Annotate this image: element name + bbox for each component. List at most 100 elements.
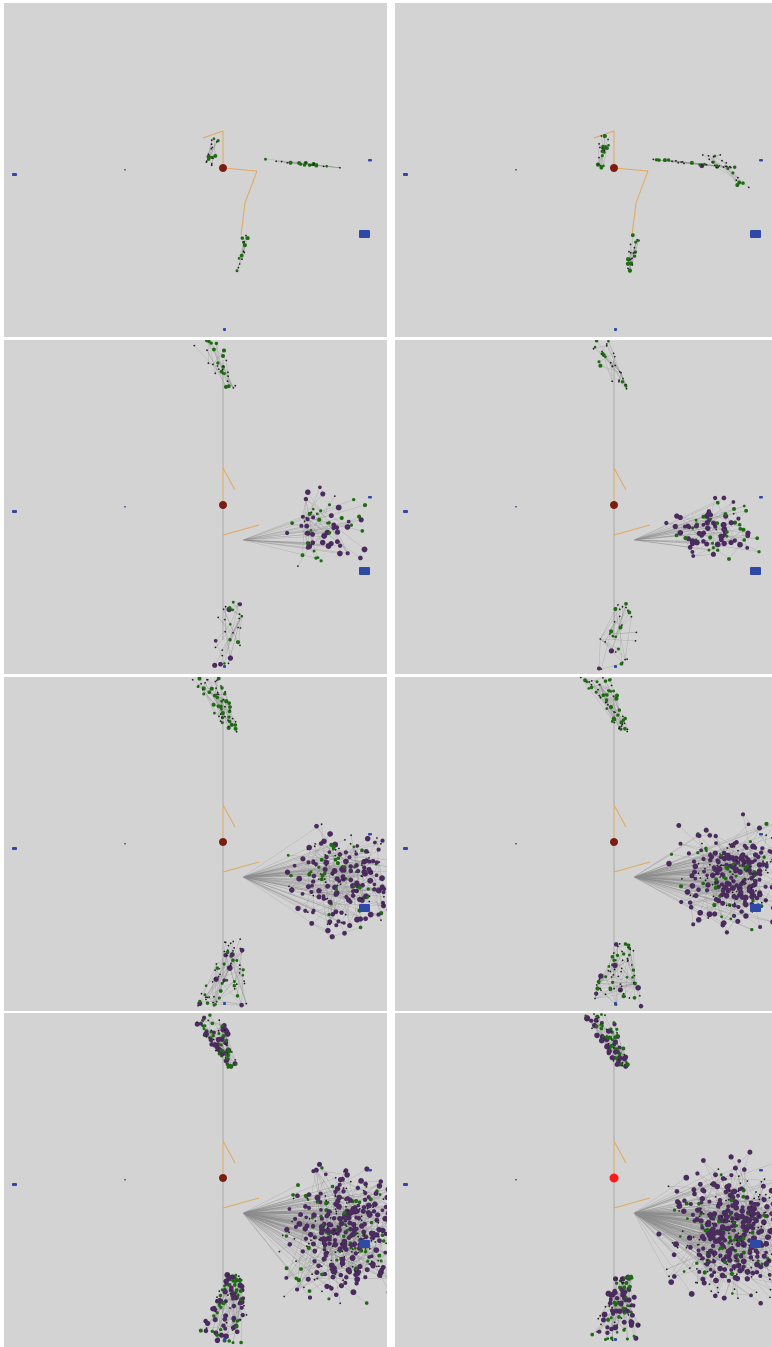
black-node <box>361 876 363 878</box>
green-node <box>725 530 729 534</box>
green-node <box>241 236 244 239</box>
black-node <box>683 163 685 165</box>
green-node <box>611 981 614 984</box>
edge <box>216 641 225 664</box>
black-node <box>329 1285 331 1287</box>
black-node <box>218 1290 220 1292</box>
purple-node <box>749 1294 753 1298</box>
black-node <box>666 1268 668 1270</box>
black-node <box>708 159 710 161</box>
purple-node <box>701 1158 706 1163</box>
black-node <box>223 699 225 701</box>
black-node <box>639 995 641 997</box>
black-node <box>229 1307 231 1309</box>
black-node <box>230 964 232 966</box>
purple-node <box>311 1241 316 1246</box>
black-node <box>211 139 213 141</box>
purple-node <box>759 850 763 854</box>
black-node <box>671 161 673 163</box>
purple-node <box>758 1274 762 1278</box>
black-node <box>291 1221 293 1223</box>
purple-node <box>336 1195 342 1201</box>
black-node <box>213 996 215 998</box>
purple-node <box>323 867 328 872</box>
black-node <box>215 1050 217 1052</box>
green-node <box>725 535 728 538</box>
green-node <box>625 385 628 388</box>
black-node <box>314 843 316 845</box>
purple-node <box>639 1004 644 1009</box>
purple-node <box>709 1273 714 1278</box>
green-node <box>314 556 317 559</box>
black-node <box>594 998 596 1000</box>
purple-node <box>763 1241 769 1247</box>
black-node <box>240 627 242 629</box>
green-node <box>211 1022 215 1026</box>
black-node <box>211 164 213 166</box>
purple-node <box>708 1237 713 1242</box>
purple-node <box>753 894 757 898</box>
black-node <box>212 1002 214 1004</box>
edge <box>600 366 621 373</box>
black-node <box>724 1219 726 1221</box>
green-node <box>227 1048 230 1051</box>
purple-node <box>709 854 714 859</box>
black-node <box>696 1268 698 1270</box>
green-node <box>294 1277 298 1281</box>
green-node <box>632 968 635 971</box>
green-node <box>235 1063 238 1066</box>
black-node <box>619 943 621 945</box>
black-node <box>216 141 218 143</box>
green-node <box>222 348 226 352</box>
black-node <box>770 1289 772 1291</box>
black-node <box>218 715 220 717</box>
purple-node <box>736 905 740 909</box>
green-node <box>343 1211 347 1215</box>
green-node <box>233 980 236 983</box>
black-node <box>226 1315 228 1317</box>
green-node <box>219 1328 222 1331</box>
purple-node <box>705 873 709 877</box>
black-node <box>236 731 238 733</box>
black-node <box>335 1208 337 1210</box>
purple-node <box>672 1274 677 1279</box>
black-node <box>239 263 241 265</box>
green-node <box>667 158 670 161</box>
purple-node <box>376 1227 381 1232</box>
blue-marker <box>368 496 372 499</box>
black-node <box>598 684 600 686</box>
black-node <box>340 883 342 885</box>
purple-node <box>227 965 233 971</box>
green-node <box>720 915 723 918</box>
black-node <box>355 850 357 852</box>
network-panel-8 <box>395 1013 772 1347</box>
edge <box>597 341 621 373</box>
black-node <box>611 380 613 382</box>
black-node <box>721 864 723 866</box>
edge <box>243 868 344 877</box>
black-node <box>622 716 624 718</box>
black-node <box>224 706 226 708</box>
green-node <box>605 698 608 701</box>
black-node <box>338 848 340 850</box>
purple-node <box>209 1042 214 1047</box>
green-node <box>328 503 331 506</box>
purple-node <box>363 1182 368 1187</box>
purple-node <box>761 1184 766 1189</box>
purple-node <box>745 546 749 550</box>
edge <box>735 511 746 523</box>
purple-node <box>733 538 737 542</box>
green-node <box>315 163 318 166</box>
black-node <box>305 162 307 164</box>
green-node <box>239 1289 243 1293</box>
edge <box>713 157 726 163</box>
black-node <box>225 942 227 944</box>
green-node <box>306 542 309 545</box>
green-node <box>316 1200 319 1203</box>
black-node <box>208 153 210 155</box>
green-node <box>602 353 606 357</box>
green-node <box>624 602 628 606</box>
purple-node <box>314 824 319 829</box>
purple-node <box>212 1031 216 1035</box>
purple-node <box>310 540 315 545</box>
